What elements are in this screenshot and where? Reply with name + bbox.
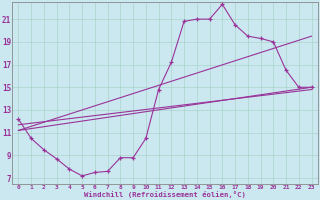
X-axis label: Windchill (Refroidissement éolien,°C): Windchill (Refroidissement éolien,°C) [84,191,246,198]
